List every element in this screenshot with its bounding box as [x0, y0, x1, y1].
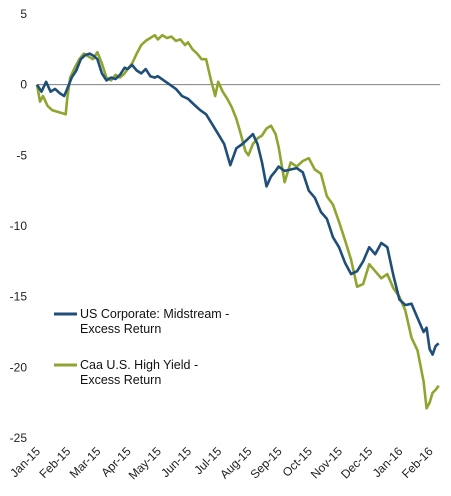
series-line-1 — [35, 52, 440, 356]
y-axis-tick-labels: 5 0 -5 -10 -15 -20 -25 — [10, 7, 28, 445]
series-lines — [35, 33, 440, 410]
legend: US Corporate: Midstream -Excess ReturnCa… — [54, 307, 229, 387]
x-tick-label: Jun-15 — [158, 444, 194, 480]
legend-label-2: Excess Return — [80, 373, 161, 387]
x-tick-label: Feb-15 — [37, 444, 74, 481]
legend-label-2: Caa U.S. High Yield - — [80, 358, 198, 372]
x-tick-label: Mar-15 — [67, 444, 104, 481]
y-tick-label: -15 — [10, 290, 28, 304]
y-tick-label: 5 — [20, 7, 27, 21]
y-tick-label: -5 — [16, 148, 27, 162]
x-tick-label: Jan-16 — [370, 444, 406, 480]
x-tick-label: Aug-15 — [217, 444, 254, 481]
y-tick-label: -25 — [10, 431, 28, 445]
x-axis-tick-labels: Jan-15Feb-15Mar-15Apr-15May-15Jun-15Jul-… — [7, 444, 436, 482]
y-tick-label: -20 — [10, 360, 28, 374]
x-tick-label: Dec-15 — [338, 444, 375, 481]
series-line-2 — [35, 33, 440, 410]
legend-label-1: US Corporate: Midstream - — [80, 307, 229, 321]
x-tick-label: Feb-16 — [399, 444, 436, 481]
y-tick-label: -10 — [10, 219, 28, 233]
x-tick-label: May-15 — [126, 444, 164, 482]
y-tick-label: 0 — [20, 78, 27, 92]
legend-label-1: Excess Return — [80, 322, 161, 336]
x-tick-label: Nov-15 — [308, 444, 345, 481]
x-tick-label: Sep-15 — [247, 444, 284, 481]
x-tick-label: Jan-15 — [7, 444, 43, 480]
